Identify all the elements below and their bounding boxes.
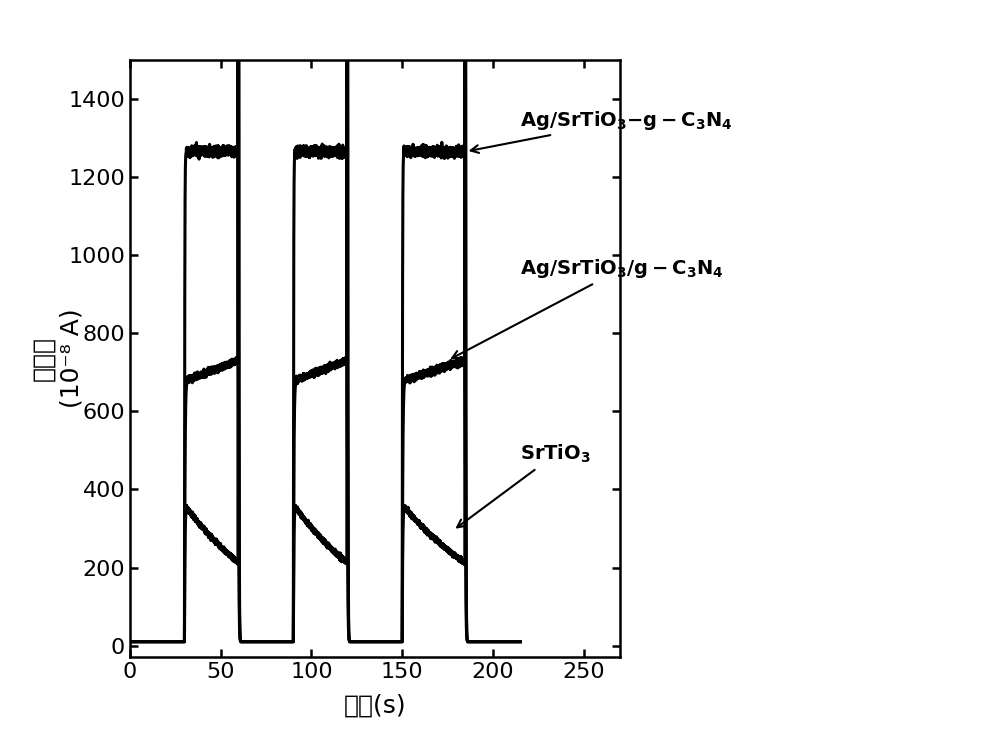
Text: $\mathbf{SrTiO_3}$: $\mathbf{SrTiO_3}$ [457, 443, 591, 527]
Text: $\mathbf{Ag/SrTiO_3}$$\mathbf{-g-C_3N_4}$: $\mathbf{Ag/SrTiO_3}$$\mathbf{-g-C_3N_4}… [471, 109, 733, 153]
Y-axis label: 光电流
(10⁻⁸ A): 光电流 (10⁻⁸ A) [31, 309, 83, 409]
Text: $\mathbf{Ag/SrTiO_3/g-C_3N_4}$: $\mathbf{Ag/SrTiO_3/g-C_3N_4}$ [452, 257, 724, 358]
X-axis label: 时间(s): 时间(s) [344, 693, 406, 717]
